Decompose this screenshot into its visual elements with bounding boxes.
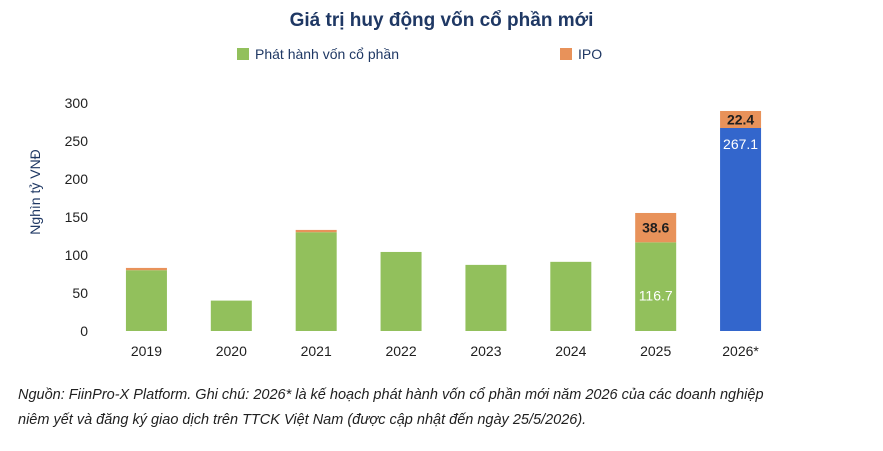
chart-title: Giá trị huy động vốn cổ phần mới [289, 10, 594, 31]
bar-issuance [720, 128, 762, 331]
x-tick-label: 2020 [216, 343, 247, 359]
y-axis-title: Nghìn tỷ VNĐ [27, 149, 43, 235]
chart-legend: Phát hành vốn cổ phần IPO [0, 46, 883, 66]
data-label: 116.7 [639, 288, 673, 304]
y-tick-label: 50 [72, 285, 88, 301]
legend-item-issuance: Phát hành vốn cổ phần [237, 46, 399, 62]
bar-issuance [210, 300, 252, 331]
x-tick-label: 2025 [640, 343, 671, 359]
legend-swatch-ipo [560, 48, 572, 60]
bar-issuance [465, 264, 507, 331]
x-tick-label: 2026* [722, 343, 759, 359]
y-tick-label: 0 [80, 323, 88, 339]
bar-issuance [295, 232, 337, 331]
footnote: Nguồn: FiinPro-X Platform. Ghi chú: 2026… [18, 383, 878, 433]
legend-label-ipo: IPO [578, 46, 603, 62]
bar-ipo [720, 110, 762, 129]
data-label: 267.1 [723, 136, 758, 152]
bar-ipo [125, 267, 167, 271]
bar-ipo [295, 229, 337, 233]
bar-issuance [125, 270, 167, 331]
y-tick-label: 100 [65, 247, 89, 263]
x-tick-label: 2024 [555, 343, 586, 359]
x-tick-label: 2019 [131, 343, 162, 359]
legend-swatch-issuance [237, 48, 249, 60]
y-tick-label: 300 [65, 95, 89, 111]
footnote-line-2: niêm yết và đăng ký giao dịch trên TTCK … [18, 412, 587, 428]
y-tick-label: 150 [65, 209, 89, 225]
footnote-line-1: Nguồn: FiinPro-X Platform. Ghi chú: 2026… [18, 387, 764, 403]
y-tick-label: 250 [65, 133, 89, 149]
x-tick-label: 2023 [470, 343, 501, 359]
data-label: 38.6 [642, 220, 669, 236]
legend-item-ipo: IPO [560, 46, 602, 62]
bar-issuance [550, 261, 592, 331]
x-tick-label: 2022 [385, 343, 416, 359]
stacked-bar-chart: Nghìn tỷ VNĐ 0 50 100 150 200 250 300 2019 2020… [27, 95, 762, 359]
legend-label-issuance: Phát hành vốn cổ phần [255, 46, 400, 62]
bar-issuance [380, 251, 422, 331]
bar-ipo [635, 212, 677, 243]
y-tick-label: 200 [65, 171, 89, 187]
x-tick-label: 2021 [301, 343, 332, 359]
bar-issuance [635, 242, 677, 331]
data-label: 22.4 [727, 111, 754, 127]
